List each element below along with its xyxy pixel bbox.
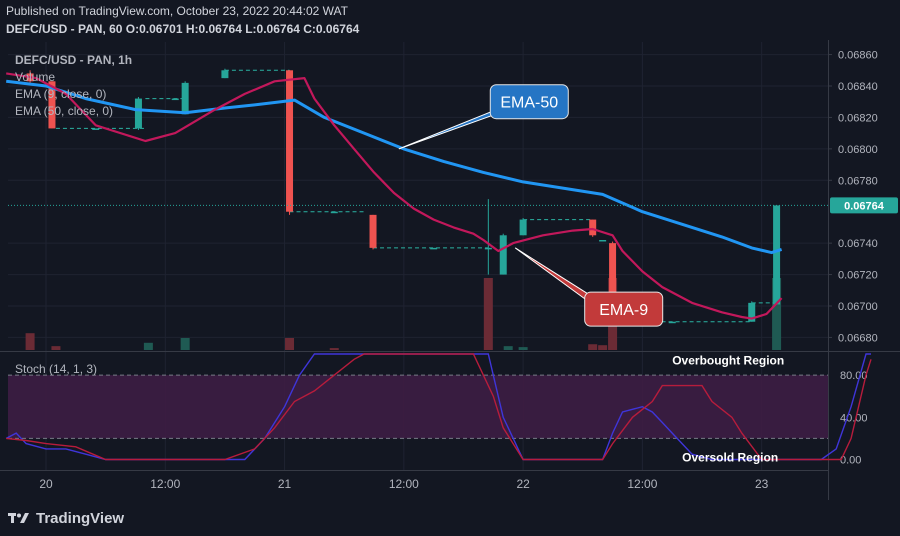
stoch-pane: 80.00 40.00 0.00 Stoch (14, 1, 3) Overbought… [5,353,872,466]
tradingview-logo-icon [8,513,29,523]
volume-bar [329,348,339,350]
volume-bar [285,338,295,350]
candle-body[interactable] [519,219,527,236]
ema-50-annotation: EMA-50 [398,84,569,150]
ema-9-annotation: EMA-9 [514,247,664,327]
time-tick-label: 20 [39,477,53,491]
stoch-band [8,375,828,439]
candle-body[interactable] [589,219,597,236]
legend-item: EMA (50, close, 0) [15,104,113,118]
annotation-label: EMA-50 [500,95,558,112]
volume-bar [772,278,782,350]
main-pane [8,42,828,470]
volume-bar [25,333,35,350]
annotation-box [489,84,569,120]
volume-bar [588,344,598,350]
candle-body[interactable] [609,243,617,322]
last-price-tag [830,197,898,214]
candle-body[interactable] [773,205,781,305]
candle-body[interactable] [286,70,294,212]
legend-item: EMA (9, close, 0) [15,87,106,101]
volume-bar [51,346,61,350]
candle-body[interactable] [668,321,676,324]
candle-body[interactable] [134,98,142,129]
ema-9-line[interactable] [6,72,783,320]
legend-item: DEFC/USD - PAN, 1h [15,53,132,67]
legend-item: Volume [15,70,55,84]
time-tick-label: 23 [755,477,769,491]
volume-bar [143,342,153,350]
volume-bar [598,345,608,350]
price-tick-label: 0.06720 [838,270,878,282]
ema-50-line[interactable] [6,79,783,255]
stoch-tick-label: 0.00 [840,454,861,466]
time-tick-label: 21 [278,477,292,491]
stoch-d-line[interactable] [6,353,872,461]
candle-body[interactable] [484,247,492,250]
price-tick-label: 0.06740 [838,238,878,250]
candle-body[interactable] [171,98,179,101]
candle-body[interactable] [92,128,100,130]
price-tick-label: 0.06820 [838,112,878,124]
stoch-tick-label: 80.00 [840,370,868,382]
time-tick-label: 12:00 [389,477,419,491]
price-tick-label: 0.06840 [838,81,878,93]
time-tick-label: 22 [516,477,530,491]
candle-body[interactable] [48,81,56,129]
candle-body[interactable] [181,82,189,115]
published-line: Published on TradingView.com, October 23… [6,4,348,18]
last-price-label: 0.06764 [844,200,885,212]
stoch-region-label: Oversold Region [682,451,778,465]
volume-bar [518,347,528,350]
level-lines [55,69,777,323]
candle-body[interactable] [748,302,756,322]
annotation-box [584,291,664,327]
volume-bar [483,278,493,350]
price-tick-label: 0.06700 [838,301,878,313]
time-tick-label: 12:00 [627,477,657,491]
tradingview-brand: TradingView [36,509,125,527]
stoch-legend: Stoch (14, 1, 3) [15,362,97,376]
candle-body[interactable] [330,211,338,214]
candle-body[interactable] [499,235,507,275]
symbol-ohlc-line: DEFC/USD - PAN, 60 O:0.06701 H:0.06764 L… [6,22,360,36]
volume-bar [180,338,190,350]
candle-body[interactable] [599,240,607,242]
price-tick-label: 0.06680 [838,332,878,344]
price-tick-label: 0.06860 [838,50,878,62]
candle-body[interactable] [369,214,377,248]
tradingview-footer: TradingView [8,508,124,528]
price-tick-label: 0.06780 [838,175,878,187]
candle-body[interactable] [221,70,229,79]
candle-body[interactable] [430,247,438,250]
stoch-tick-label: 40.00 [840,412,868,424]
volume-bar [503,346,513,350]
time-tick-label: 12:00 [150,477,180,491]
price-tick-label: 0.06800 [838,144,878,156]
annotation-label: EMA-9 [599,302,648,319]
stoch-region-label: Overbought Region [672,354,784,368]
